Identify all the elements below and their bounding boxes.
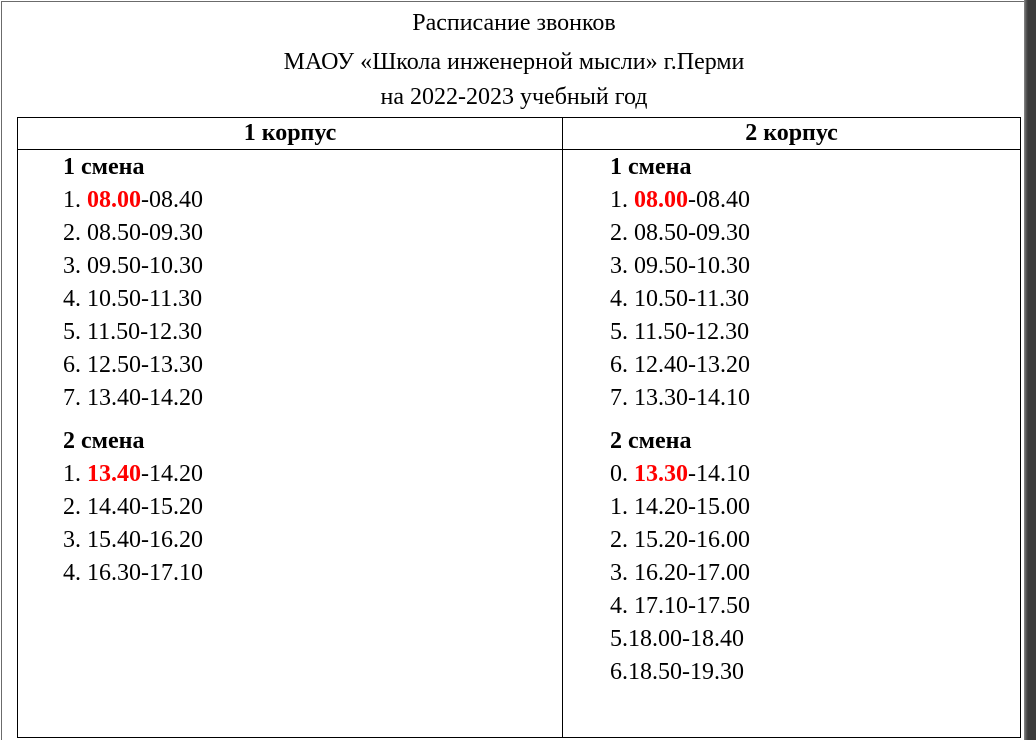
lesson-number: 1.	[610, 187, 634, 213]
lesson-number: 1.	[63, 187, 87, 213]
shift-1-label: 1 смена	[610, 154, 692, 180]
lesson-number: 0.	[610, 461, 634, 487]
schedule-row: 3. 09.50-10.30	[63, 253, 203, 279]
lesson-end-time: -14.10	[688, 461, 750, 487]
schedule-row: 2. 15.20-16.00	[610, 527, 750, 553]
schedule-row: 2. 08.50-09.30	[610, 220, 750, 246]
schedule-row: 4. 17.10-17.50	[610, 593, 750, 619]
shift-1-label: 1 смена	[63, 154, 145, 180]
column-header-building-2: 2 корпус	[745, 120, 838, 146]
viewer-background	[1024, 0, 1036, 740]
shift-start-time: 13.40	[87, 461, 141, 487]
schedule-row: 1. 13.40-14.20	[63, 458, 203, 491]
schedule-row: 4. 16.30-17.10	[63, 560, 203, 586]
shift-start-time: 08.00	[634, 187, 688, 213]
building-1-schedule: 1 смена 1. 08.00-08.40 2. 08.50-09.30 3.…	[63, 151, 203, 590]
lesson-number: 1.	[63, 461, 87, 487]
building-2-schedule: 1 смена 1. 08.00-08.40 2. 08.50-09.30 3.…	[610, 151, 750, 689]
document-title: Расписание звонков	[412, 10, 616, 36]
header-divider	[18, 149, 1020, 150]
column-header-building-1: 1 корпус	[243, 120, 337, 146]
schedule-row: 7. 13.40-14.20	[63, 385, 203, 411]
lesson-end-time: -08.40	[141, 187, 203, 213]
schedule-row: 6. 12.50-13.30	[63, 352, 203, 378]
schedule-row: 2. 14.40-15.20	[63, 494, 203, 520]
spacer	[63, 415, 203, 425]
schedule-row: 1. 08.00-08.40	[610, 184, 750, 217]
schedule-row: 4. 10.50-11.30	[610, 286, 750, 312]
schedule-row: 5. 11.50-12.30	[610, 319, 750, 345]
column-divider	[562, 118, 563, 737]
lesson-end-time: -08.40	[688, 187, 750, 213]
schedule-row: 7. 13.30-14.10	[610, 385, 750, 411]
schedule-row: 5. 11.50-12.30	[63, 319, 203, 345]
schedule-row: 6. 12.40-13.20	[610, 352, 750, 378]
schedule-row: 3. 09.50-10.30	[610, 253, 750, 279]
schedule-row: 2. 08.50-09.30	[63, 220, 203, 246]
schedule-row: 1. 08.00-08.40	[63, 184, 203, 217]
schedule-row: 3. 15.40-16.20	[63, 527, 203, 553]
school-name: МАОУ «Школа инженерной мысли» г.Перми	[283, 49, 745, 75]
schedule-row: 4. 10.50-11.30	[63, 286, 203, 312]
schedule-row: 1. 14.20-15.00	[610, 494, 750, 520]
schedule-row: 0. 13.30-14.10	[610, 458, 750, 491]
academic-year: на 2022-2023 учебный год	[380, 84, 648, 110]
lesson-end-time: -14.20	[141, 461, 203, 487]
schedule-row: 5.18.00-18.40	[610, 626, 744, 652]
shift-start-time: 13.30	[634, 461, 688, 487]
schedule-row: 3. 16.20-17.00	[610, 560, 750, 586]
shift-start-time: 08.00	[87, 187, 141, 213]
spacer	[610, 415, 750, 425]
schedule-table: 1 корпус 2 корпус 1 смена 1. 08.00-08.40…	[17, 117, 1021, 738]
shift-2-label: 2 смена	[63, 428, 145, 454]
schedule-row: 6.18.50-19.30	[610, 659, 744, 685]
shift-2-label: 2 смена	[610, 428, 692, 454]
